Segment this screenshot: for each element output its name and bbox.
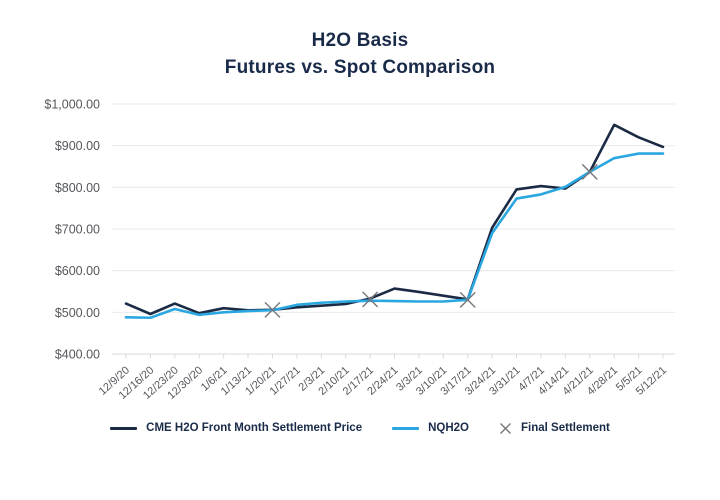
legend-item-cme: CME H2O Front Month Settlement Price <box>110 422 362 434</box>
chart-title: H2O Basis Futures vs. Spot Comparison <box>0 27 720 81</box>
basis-line-chart: $400.00 $500.00 $600.00 $700.00 $800.00 $900.… <box>44 98 675 402</box>
svg-text:$1,000.00: $1,000.00 <box>44 98 100 112</box>
cme-line-swatch-icon <box>110 426 138 430</box>
legend-item-nqh2o: NQH2O <box>392 422 469 434</box>
svg-text:$600.00: $600.00 <box>55 264 100 278</box>
svg-text:$700.00: $700.00 <box>55 223 100 237</box>
chart-legend: CME H2O Front Month Settlement Price NQH… <box>0 416 720 440</box>
legend-item-final-settlement: Final Settlement <box>499 422 610 435</box>
chart-title-line2: Futures vs. Spot Comparison <box>224 57 496 78</box>
final-settlement-x-icon <box>500 422 512 434</box>
chart-title-line1: H2O Basis <box>311 30 409 51</box>
svg-text:$400.00: $400.00 <box>55 348 100 362</box>
legend-label-cme: CME H2O Front Month Settlement Price <box>146 422 363 434</box>
legend-label-nqh2o: NQH2O <box>428 422 470 434</box>
nqh2o-line-swatch-icon <box>392 426 420 430</box>
svg-text:$800.00: $800.00 <box>55 181 100 195</box>
legend-label-final-settlement: Final Settlement <box>521 422 610 434</box>
svg-text:$500.00: $500.00 <box>55 306 100 320</box>
svg-text:$900.00: $900.00 <box>55 139 100 153</box>
